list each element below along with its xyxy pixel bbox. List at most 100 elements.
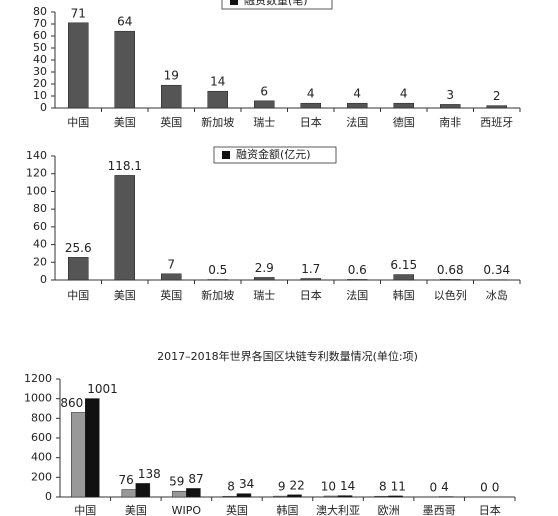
y-tick-label: 1000 — [24, 392, 52, 405]
bar — [186, 488, 201, 498]
bar — [300, 278, 321, 281]
y-tick-label: 600 — [31, 431, 52, 444]
x-tick-label: 英国 — [226, 503, 248, 516]
value-label: 87 — [188, 472, 203, 486]
value-label: 19 — [164, 69, 179, 83]
y-tick-label: 0 — [45, 490, 52, 503]
value-label: 4 — [307, 87, 315, 101]
x-tick-label: 瑞士 — [253, 115, 275, 129]
x-tick-label: WIPO — [172, 504, 202, 516]
y-tick-label: 120 — [26, 167, 47, 180]
bar — [323, 495, 339, 498]
value-label: 1.7 — [301, 262, 320, 276]
x-tick-label: 日本 — [300, 288, 322, 302]
bar — [393, 274, 414, 281]
value-label: 7 — [167, 257, 175, 271]
value-label: 118.1 — [108, 159, 142, 173]
x-tick-label: 美国 — [114, 116, 136, 129]
value-label: 6.15 — [390, 258, 417, 272]
y-tick-label: 80 — [33, 5, 47, 18]
x-tick-label: 英国 — [160, 115, 182, 129]
y-tick-label: 0 — [40, 273, 47, 286]
bar — [114, 30, 135, 109]
x-tick-label: 德国 — [393, 115, 415, 129]
legend-swatch — [222, 151, 230, 159]
value-label: 0.68 — [437, 263, 464, 277]
value-label: 14 — [340, 479, 355, 493]
value-label: 3 — [446, 88, 454, 102]
bar — [222, 495, 238, 498]
bar — [161, 84, 182, 109]
bar — [161, 273, 182, 281]
value-label: 22 — [290, 478, 305, 492]
y-tick-label: 100 — [26, 184, 47, 197]
x-tick-label: 英国 — [160, 288, 182, 302]
bar — [337, 495, 353, 498]
value-label: 4 — [353, 87, 361, 101]
y-tick-label: 30 — [33, 65, 47, 78]
value-label: 0 — [430, 481, 438, 495]
bar — [254, 100, 275, 109]
bar — [207, 90, 228, 109]
bar — [287, 494, 302, 498]
value-label: 2.9 — [255, 261, 274, 275]
y-tick-label: 40 — [33, 53, 47, 66]
bar — [254, 277, 275, 281]
value-label: 860 — [60, 396, 83, 410]
legend-label: 融资数量(笔) — [244, 0, 308, 7]
bar — [440, 279, 461, 281]
y-tick-label: 20 — [33, 77, 47, 90]
value-label: 9 — [278, 480, 286, 494]
value-label: 14 — [210, 75, 225, 89]
x-tick-label: 韩国 — [277, 503, 299, 516]
bar — [135, 483, 151, 498]
value-label: 0.34 — [483, 263, 510, 277]
x-tick-label: 澳大利亚 — [316, 503, 360, 516]
y-tick-label: 40 — [33, 238, 47, 251]
value-label: 8 — [379, 480, 387, 494]
bar — [300, 102, 321, 109]
bar — [347, 279, 368, 281]
x-tick-label: 冰岛 — [486, 288, 508, 302]
value-label: 6 — [260, 84, 268, 98]
bar — [121, 489, 137, 498]
value-label: 2 — [493, 89, 501, 103]
x-tick-label: 中国 — [74, 504, 96, 516]
bar — [388, 495, 403, 498]
y-tick-label: 80 — [33, 202, 47, 215]
value-label: 64 — [117, 15, 132, 29]
x-tick-label: 以色列 — [434, 288, 467, 302]
y-tick-label: 0 — [40, 101, 47, 114]
value-label: 4 — [400, 87, 408, 101]
value-label: 0 — [480, 481, 488, 495]
x-tick-label: 美国 — [114, 289, 136, 302]
value-label: 4 — [441, 480, 449, 494]
legend-swatch — [230, 0, 238, 5]
bar — [273, 495, 288, 498]
bar — [68, 22, 89, 109]
y-tick-label: 60 — [33, 220, 47, 233]
value-label: 0.5 — [208, 263, 227, 277]
value-label: 59 — [169, 475, 184, 489]
x-tick-label: 法国 — [346, 288, 368, 302]
x-tick-label: 西班牙 — [480, 116, 513, 129]
value-label: 0 — [492, 481, 500, 495]
x-tick-label: 法国 — [346, 115, 368, 129]
x-tick-label: 新加坡 — [201, 288, 234, 302]
value-label: 138 — [138, 467, 161, 481]
x-tick-label: 瑞士 — [253, 288, 275, 302]
bar — [71, 412, 86, 498]
bar — [486, 105, 507, 109]
bar — [68, 257, 89, 281]
bar — [374, 495, 389, 498]
x-tick-label: 中国 — [67, 116, 89, 129]
x-tick-label: 墨西哥 — [423, 504, 456, 516]
y-tick-label: 800 — [31, 411, 52, 424]
y-tick-label: 140 — [26, 149, 47, 162]
value-label: 0.6 — [348, 263, 367, 277]
x-tick-label: 韩国 — [393, 288, 415, 302]
value-label: 1001 — [87, 382, 118, 396]
value-label: 71 — [71, 6, 86, 20]
bar — [440, 104, 461, 109]
